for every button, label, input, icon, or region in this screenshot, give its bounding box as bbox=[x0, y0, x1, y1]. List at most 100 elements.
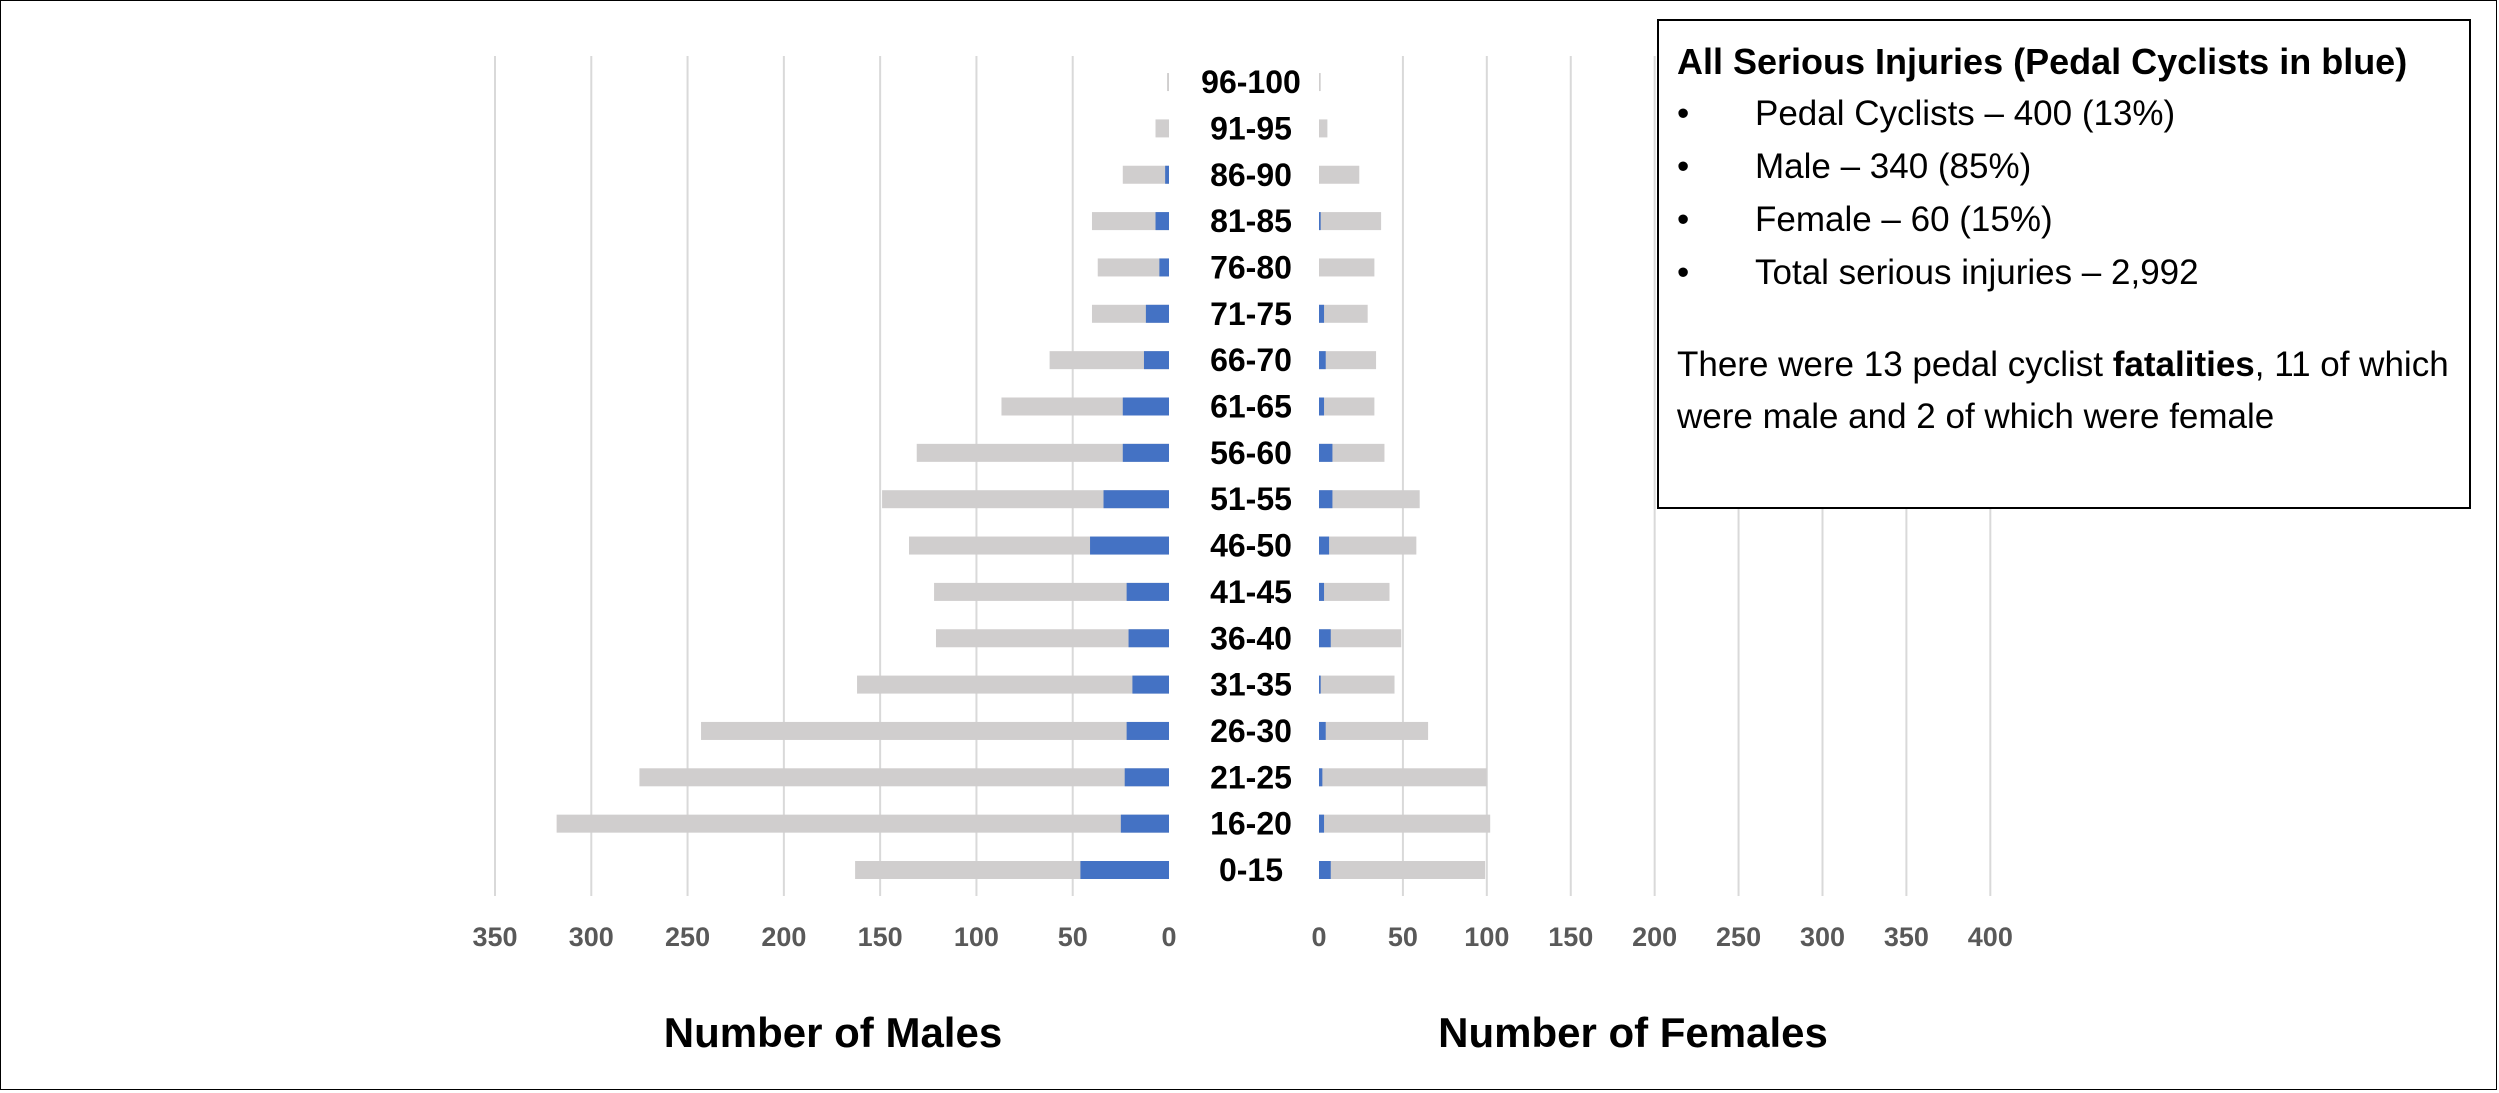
info-bullet-item: • Pedal Cyclists – 400 (13%) bbox=[1677, 87, 2451, 140]
age-group-label: 16-20 bbox=[1210, 806, 1292, 842]
male-total-bar bbox=[882, 490, 1169, 509]
bullet-icon: • bbox=[1677, 200, 1690, 239]
age-group-label: 51-55 bbox=[1210, 481, 1292, 517]
male-total-bar bbox=[1167, 73, 1169, 92]
female-total-bar bbox=[1319, 165, 1360, 184]
female-total-bar bbox=[1319, 861, 1486, 879]
age-group-label: 0-15 bbox=[1219, 852, 1283, 888]
male-cyclist-bar bbox=[1145, 304, 1169, 323]
male-total-bar bbox=[934, 582, 1169, 601]
age-group-label: 96-100 bbox=[1201, 64, 1301, 100]
female-total-bar bbox=[1319, 768, 1487, 787]
male-total-bar bbox=[701, 721, 1169, 740]
info-bullet-text: Total serious injuries – 2,992 bbox=[1755, 253, 2199, 292]
male-total-bar bbox=[1097, 258, 1169, 277]
male-tick-label: 200 bbox=[761, 922, 806, 952]
male-cyclist-bar bbox=[1143, 351, 1169, 370]
labels: 0 50 100 150 200 250 300 350 0 50 100 150 200 250 300 3… bbox=[472, 64, 2012, 952]
female-total-bar bbox=[1319, 73, 1321, 92]
female-total-bar bbox=[1319, 629, 1402, 648]
info-title: All Serious Injuries (Pedal Cyclists in … bbox=[1677, 41, 2408, 82]
female-tick-label: 400 bbox=[1968, 922, 2013, 952]
male-total-bar bbox=[556, 814, 1169, 833]
male-cyclist-bar bbox=[1090, 536, 1169, 555]
female-total-bar bbox=[1319, 212, 1382, 231]
male-tick-label: 50 bbox=[1058, 922, 1088, 952]
note-text-bold: fatalities bbox=[2112, 345, 2255, 384]
female-cyclist-bar bbox=[1319, 721, 1326, 740]
male-total-bar bbox=[1122, 165, 1169, 184]
note-text-end: , 11 of which were male and 2 of which w… bbox=[1677, 345, 2449, 436]
age-group-label: 76-80 bbox=[1210, 249, 1292, 285]
female-cyclist-bar bbox=[1319, 536, 1330, 555]
female-total-bar bbox=[1319, 536, 1417, 555]
bullet-icon: • bbox=[1677, 253, 1690, 292]
age-group-label: 66-70 bbox=[1210, 342, 1292, 378]
male-total-bar bbox=[916, 443, 1169, 462]
info-bullet-item: • Total serious injuries – 2,992 bbox=[1677, 246, 2451, 299]
female-total-bar bbox=[1319, 490, 1420, 509]
male-cyclist-bar bbox=[1159, 258, 1169, 277]
female-cyclist-bar bbox=[1319, 443, 1333, 462]
male-cyclist-bar bbox=[1128, 629, 1169, 648]
female-total-bar bbox=[1319, 351, 1377, 370]
male-tick-label: 250 bbox=[665, 922, 710, 952]
male-cyclist-bar bbox=[1122, 443, 1169, 462]
info-bullet-list: • Pedal Cyclists – 400 (13%) • Male – 340 … bbox=[1677, 87, 2451, 299]
female-cyclist-bar bbox=[1319, 212, 1321, 231]
male-tick-label: 0 bbox=[1161, 922, 1176, 952]
male-tick-label: 100 bbox=[954, 922, 999, 952]
info-bullet-text: Female – 60 (15%) bbox=[1755, 200, 2053, 239]
male-tick-label: 350 bbox=[472, 922, 517, 952]
male-cyclist-bar bbox=[1120, 814, 1169, 833]
female-total-bar bbox=[1319, 443, 1385, 462]
female-total-bar bbox=[1319, 119, 1328, 138]
age-group-label: 56-60 bbox=[1210, 435, 1292, 471]
male-cyclist-bar bbox=[1132, 675, 1169, 694]
female-cyclist-bar bbox=[1319, 351, 1326, 370]
female-cyclist-bar bbox=[1319, 675, 1321, 694]
female-tick-label: 0 bbox=[1311, 922, 1326, 952]
info-bullet-text: Male – 340 (85%) bbox=[1755, 147, 2032, 186]
male-total-bar bbox=[1091, 212, 1169, 231]
age-group-label: 26-30 bbox=[1210, 713, 1292, 749]
fatalities-note: There were 13 pedal cyclist fatalities, … bbox=[1677, 339, 2451, 443]
female-total-bar bbox=[1319, 397, 1375, 416]
male-total-bar bbox=[639, 768, 1169, 787]
male-total-bar bbox=[935, 629, 1169, 648]
male-cyclist-bar bbox=[1126, 721, 1169, 740]
male-cyclist-bar bbox=[1126, 582, 1169, 601]
female-tick-label: 150 bbox=[1548, 922, 1593, 952]
info-bullet-item: • Female – 60 (15%) bbox=[1677, 193, 2451, 246]
female-cyclist-bar bbox=[1319, 629, 1331, 648]
male-tick-label: 150 bbox=[858, 922, 903, 952]
bars bbox=[556, 73, 1491, 879]
female-cyclist-bar bbox=[1319, 490, 1333, 509]
female-total-bar bbox=[1319, 304, 1368, 323]
age-group-label: 36-40 bbox=[1210, 620, 1292, 656]
male-cyclist-bar bbox=[1124, 768, 1169, 787]
male-total-bar bbox=[857, 675, 1169, 694]
male-total-bar bbox=[1049, 351, 1169, 370]
female-total-bar bbox=[1319, 258, 1375, 277]
age-group-label: 31-35 bbox=[1210, 667, 1292, 703]
female-axis-label: Number of Females bbox=[1438, 1009, 1828, 1056]
age-group-label: 71-75 bbox=[1210, 296, 1292, 332]
female-tick-label: 200 bbox=[1632, 922, 1677, 952]
male-axis-label: Number of Males bbox=[664, 1009, 1002, 1056]
female-tick-label: 50 bbox=[1388, 922, 1418, 952]
male-cyclist-bar bbox=[1080, 861, 1169, 879]
female-cyclist-bar bbox=[1319, 304, 1325, 323]
age-group-label: 86-90 bbox=[1210, 157, 1292, 193]
note-text-start: There were 13 pedal cyclist bbox=[1677, 345, 2113, 384]
age-group-label: 41-45 bbox=[1210, 574, 1292, 610]
female-total-bar bbox=[1319, 721, 1429, 740]
female-tick-label: 300 bbox=[1800, 922, 1845, 952]
female-cyclist-bar bbox=[1319, 582, 1325, 601]
female-cyclist-bar bbox=[1319, 814, 1325, 833]
bullet-icon: • bbox=[1677, 94, 1690, 133]
male-tick-label: 300 bbox=[569, 922, 614, 952]
info-box: All Serious Injuries (Pedal Cyclists in … bbox=[1657, 19, 2471, 509]
age-group-label: 91-95 bbox=[1210, 110, 1292, 146]
